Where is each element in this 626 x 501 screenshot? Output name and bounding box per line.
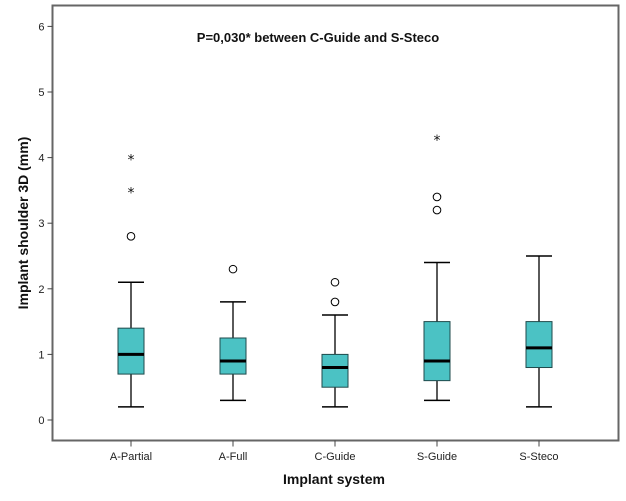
box-C-Guide: [321, 277, 349, 408]
x-tick-label-A-Partial: A-Partial: [110, 451, 152, 463]
outlier-point: [330, 297, 340, 307]
outlier-point: [330, 277, 340, 287]
box-S-Guide: *: [423, 133, 451, 402]
box-iqr: [321, 353, 349, 388]
chart-annotation: P=0,030* between C-Guide and S-Steco: [197, 30, 439, 45]
y-tick-label-3: 3: [38, 218, 44, 230]
x-tick-label-C-Guide: C-Guide: [315, 451, 356, 463]
outlier-point: [432, 192, 442, 202]
box-iqr: [423, 321, 451, 382]
y-axis-title: Implant shoulder 3D (mm): [15, 137, 31, 310]
y-tick-label-5: 5: [38, 87, 44, 99]
box-S-Steco: [525, 255, 553, 408]
extreme-point: *: [128, 185, 135, 201]
box-iqr: [219, 337, 247, 375]
box-iqr: [117, 327, 145, 375]
x-axis: A-Partial A-Full C-Guide S-Guide S-Steco: [110, 440, 559, 463]
outlier-point: [126, 232, 136, 241]
outlier-point: [228, 264, 238, 274]
x-tick-label-S-Steco: S-Steco: [519, 451, 558, 463]
y-tick-label-2: 2: [38, 284, 44, 296]
box-A-Partial: **: [117, 153, 145, 408]
box-A-Full: [219, 264, 247, 402]
y-axis: 0 1 2 3 4 5 6: [38, 21, 53, 427]
x-tick-label-S-Guide: S-Guide: [417, 451, 457, 463]
y-tick-label-6: 6: [38, 21, 44, 33]
y-tick-label-4: 4: [38, 153, 44, 165]
x-axis-title: Implant system: [283, 471, 385, 487]
y-tick-label-0: 0: [38, 415, 44, 427]
outlier-point: [432, 205, 442, 215]
extreme-point: *: [434, 133, 441, 149]
x-tick-label-A-Full: A-Full: [219, 451, 248, 463]
box-iqr: [525, 321, 553, 369]
y-tick-label-1: 1: [38, 349, 44, 361]
extreme-point: *: [128, 153, 135, 169]
boxes-group: ***: [117, 133, 553, 408]
